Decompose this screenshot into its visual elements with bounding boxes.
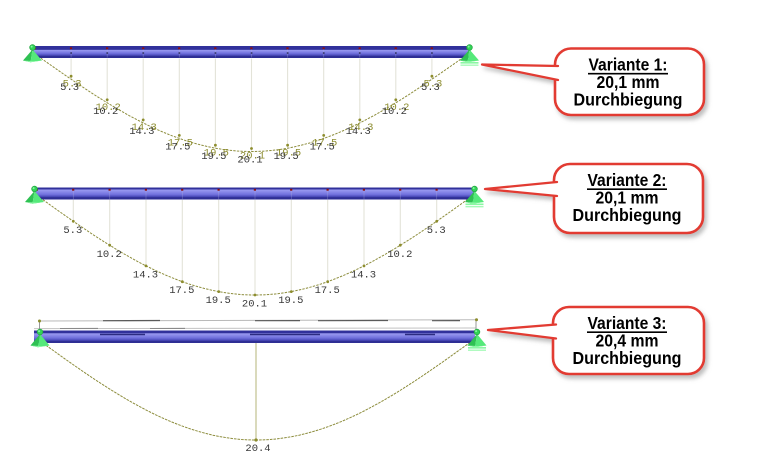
svg-text:5.3: 5.3 — [427, 225, 446, 237]
svg-text:Durchbiegung: Durchbiegung — [573, 348, 682, 368]
svg-text:14.3: 14.3 — [129, 126, 154, 138]
svg-text:19.5: 19.5 — [273, 151, 298, 163]
svg-text:20.1: 20.1 — [242, 299, 267, 311]
svg-text:10.2: 10.2 — [93, 106, 118, 118]
svg-text:5.3: 5.3 — [421, 82, 440, 94]
svg-text:19.5: 19.5 — [201, 151, 226, 163]
svg-text:14.3: 14.3 — [351, 269, 376, 281]
svg-text:Durchbiegung: Durchbiegung — [574, 90, 683, 110]
svg-text:17.5: 17.5 — [169, 285, 194, 297]
svg-text:20.1: 20.1 — [237, 155, 262, 167]
svg-text:17.5: 17.5 — [310, 141, 335, 153]
svg-text:14.3: 14.3 — [346, 126, 371, 138]
svg-text:Durchbiegung: Durchbiegung — [573, 205, 682, 225]
svg-text:5.3: 5.3 — [63, 225, 82, 237]
svg-text:19.5: 19.5 — [206, 295, 231, 307]
svg-text:10.2: 10.2 — [382, 106, 407, 118]
svg-text:19.5: 19.5 — [278, 295, 303, 307]
svg-text:17.5: 17.5 — [165, 141, 190, 153]
svg-text:5.3: 5.3 — [60, 82, 79, 94]
svg-text:10.2: 10.2 — [387, 249, 412, 261]
svg-text:20.4: 20.4 — [245, 443, 270, 455]
svg-text:14.3: 14.3 — [133, 269, 158, 281]
svg-text:17.5: 17.5 — [315, 285, 340, 297]
svg-text:10.2: 10.2 — [97, 249, 122, 261]
